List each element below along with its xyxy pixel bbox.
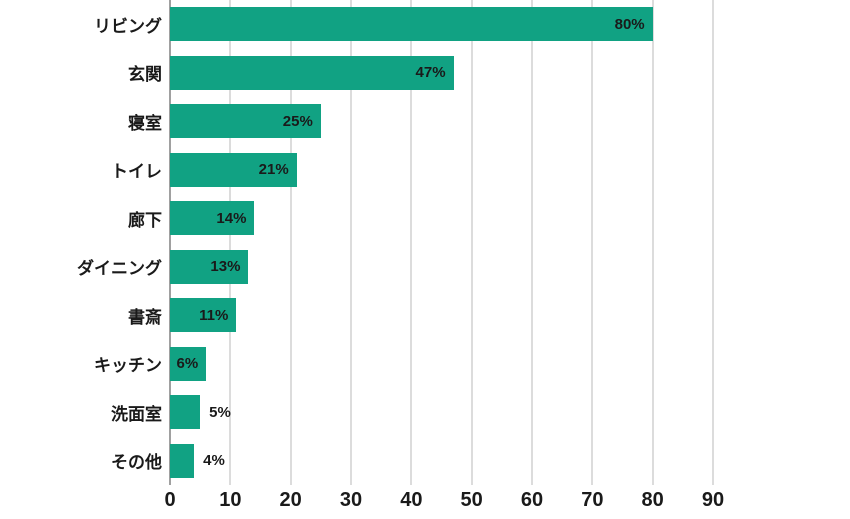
value-label: 13%	[210, 258, 241, 276]
value-label: 6%	[176, 355, 199, 373]
x-tick-label: 30	[339, 489, 363, 511]
bar: 14%	[170, 201, 255, 236]
x-tick-label: 90	[701, 489, 725, 511]
bar: 13%	[170, 249, 249, 284]
bar: 11%	[170, 298, 237, 333]
x-tick-label: 60	[520, 489, 544, 511]
bar-row: 25%	[170, 97, 713, 146]
bar-row: 21%	[170, 146, 713, 195]
value-label: 25%	[282, 112, 313, 130]
category-label: キッチン	[94, 356, 162, 376]
x-tick-label: 50	[460, 489, 483, 511]
category-label: その他	[111, 453, 162, 473]
category-label: 廊下	[128, 210, 162, 230]
gridline	[350, 0, 352, 485]
bar	[170, 443, 195, 478]
gridline	[289, 0, 292, 485]
x-tick-label: 0	[164, 489, 176, 511]
value-label: 47%	[415, 64, 446, 82]
value-label: 11%	[199, 306, 229, 324]
gridline	[229, 0, 232, 485]
gridline	[470, 0, 473, 485]
category-label: 玄関	[128, 65, 162, 85]
plot-area: 80% 47% 25% 21% 14% 13% 11% 6% 5% 4%	[169, 0, 714, 486]
x-tick-label: 10	[219, 489, 242, 511]
category-label: 書斎	[128, 307, 162, 327]
x-axis: 0 10 20 30 40 50 60 70 80 90	[164, 487, 724, 519]
bar	[170, 395, 201, 430]
bar: 47%	[170, 55, 454, 90]
bar-row: 14%	[170, 194, 713, 243]
x-tick-label: 70	[581, 489, 604, 511]
value-label: 21%	[258, 161, 289, 179]
bar-row: 47%	[170, 49, 713, 98]
gridline	[651, 0, 654, 485]
category-label: 寝室	[128, 113, 162, 133]
y-axis-line	[169, 0, 171, 485]
x-tick-label: 40	[400, 489, 423, 511]
bar-row: 5%	[170, 388, 713, 437]
category-label: 洗面室	[111, 404, 162, 424]
category-label: ダイニング	[77, 259, 162, 279]
bar: 25%	[170, 104, 321, 139]
category-label: リビング	[94, 16, 162, 36]
bar-row: 11%	[170, 291, 713, 340]
x-tick-label: 80	[641, 489, 664, 511]
bar: 21%	[170, 152, 297, 187]
value-label: 80%	[614, 15, 645, 33]
bar-row: 80%	[170, 0, 713, 49]
value-label: 4%	[203, 452, 225, 470]
bar-row: 13%	[170, 243, 713, 292]
bar: 80%	[170, 7, 653, 42]
x-tick-label: 20	[279, 489, 302, 511]
bar: 6%	[170, 346, 207, 381]
gridline	[712, 0, 714, 485]
value-label: 14%	[216, 209, 247, 227]
bar-row: 6%	[170, 340, 713, 389]
gridline	[531, 0, 533, 485]
gridline	[410, 0, 413, 485]
value-label: 5%	[209, 403, 231, 421]
gridline	[591, 0, 594, 485]
category-label: トイレ	[111, 162, 162, 182]
bar-row: 4%	[170, 437, 713, 486]
